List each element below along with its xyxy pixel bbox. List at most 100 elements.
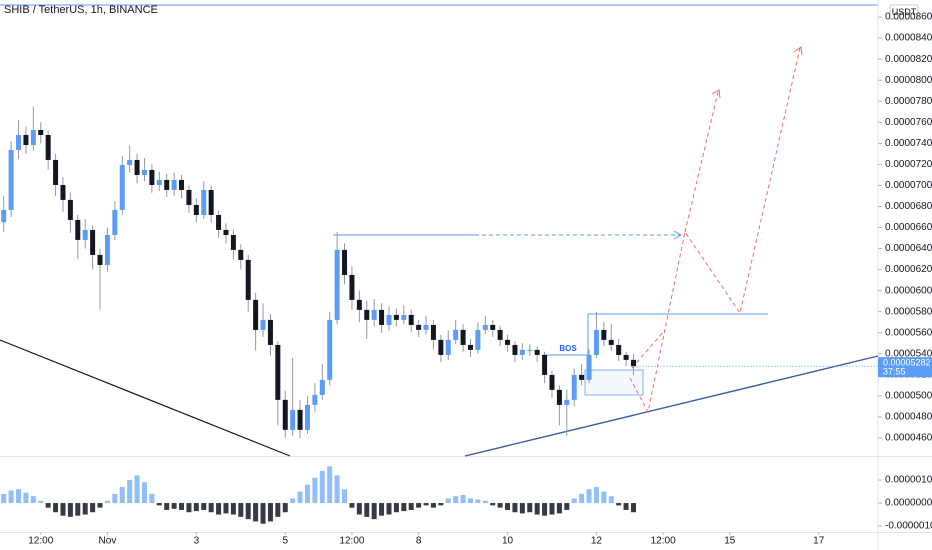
histogram-bar: [119, 486, 125, 504]
candle-body: [1, 209, 7, 223]
histogram-bar: [186, 503, 192, 513]
histogram-bar: [134, 475, 140, 504]
histogram-bar: [53, 503, 59, 513]
histogram-bar: [67, 503, 73, 517]
candle-body: [208, 189, 214, 215]
candle-body: [23, 135, 29, 146]
candle-body: [134, 159, 140, 175]
candle-body: [334, 249, 340, 320]
candle-body: [260, 319, 266, 330]
candle-body: [438, 339, 444, 355]
candle-body: [216, 214, 222, 230]
candle-body: [497, 329, 503, 340]
symbol-title: SHIB / TetherUS, 1h, BINANCE: [4, 4, 158, 16]
candle-body: [527, 349, 533, 351]
candle-body: [171, 179, 177, 190]
candle-body: [30, 129, 36, 146]
arrow-head: [711, 89, 721, 99]
histogram-bar: [193, 503, 199, 512]
histogram-bar: [579, 493, 585, 504]
candle-body: [408, 314, 414, 325]
histogram-bar: [45, 503, 51, 508]
candle-body: [186, 189, 192, 205]
candle-body: [304, 404, 310, 430]
arrow-head: [793, 46, 803, 56]
candle-body: [482, 324, 488, 330]
histogram-bar: [230, 503, 236, 515]
candle-body: [460, 329, 466, 345]
histogram-bar: [245, 503, 251, 520]
candle-body: [16, 135, 22, 150]
histogram-bar: [623, 503, 629, 510]
candle-body: [141, 169, 147, 175]
histogram-bar: [8, 490, 14, 504]
histogram-bar: [453, 496, 459, 504]
candle-body: [238, 249, 244, 260]
histogram-bar: [342, 489, 348, 504]
currency-label: USDT: [892, 7, 917, 17]
histogram-bar: [445, 498, 451, 504]
histogram-bar: [408, 503, 414, 510]
candle-body: [549, 374, 555, 390]
candle-body: [608, 339, 614, 345]
projection-path: [631, 329, 666, 369]
x-tick-label: 10: [502, 536, 514, 547]
histogram-bar: [564, 503, 570, 510]
candle-body: [75, 219, 81, 240]
candle-body: [623, 354, 629, 360]
histogram-bar: [482, 500, 488, 504]
x-tick-label: 12: [591, 536, 603, 547]
candle-body: [201, 189, 207, 215]
histogram-bar: [490, 503, 496, 506]
histogram-bar: [349, 503, 355, 508]
candle-body: [534, 349, 540, 355]
candle-body: [290, 409, 296, 430]
histogram-bar: [497, 503, 503, 508]
candle-body: [616, 344, 622, 355]
candle-body: [401, 314, 407, 320]
histogram-bar: [201, 503, 207, 510]
candle-body: [519, 349, 525, 355]
candle-body: [8, 149, 14, 210]
histogram-bar: [297, 491, 303, 504]
candle-body: [119, 164, 125, 210]
currency-box[interactable]: [889, 4, 919, 20]
histogram-bar: [401, 503, 407, 512]
histogram-bar: [527, 503, 533, 513]
histogram-bar: [253, 503, 259, 522]
histogram-bar: [512, 503, 518, 513]
x-tick-label: 12:00: [339, 536, 364, 547]
candle-body: [512, 344, 518, 355]
histogram-bar: [593, 486, 599, 504]
histogram-bar: [571, 498, 577, 504]
candle-body: [393, 314, 399, 320]
candle-body: [53, 159, 59, 185]
candle-body: [253, 299, 259, 330]
histogram-bar: [82, 503, 88, 515]
histogram-bar: [608, 496, 614, 504]
arrow-head: [673, 230, 683, 240]
candle-body: [127, 159, 133, 165]
histogram-bar: [267, 503, 273, 522]
candle-body: [230, 234, 236, 250]
histogram-bar: [601, 491, 607, 504]
histogram-bar: [556, 503, 562, 514]
histogram-bar: [438, 503, 444, 506]
histogram-bar: [90, 503, 96, 513]
candle-body: [475, 329, 481, 350]
y-tick-label: 0.00000000: [885, 498, 932, 509]
histogram-bar: [127, 480, 133, 504]
candle-body: [245, 259, 251, 300]
